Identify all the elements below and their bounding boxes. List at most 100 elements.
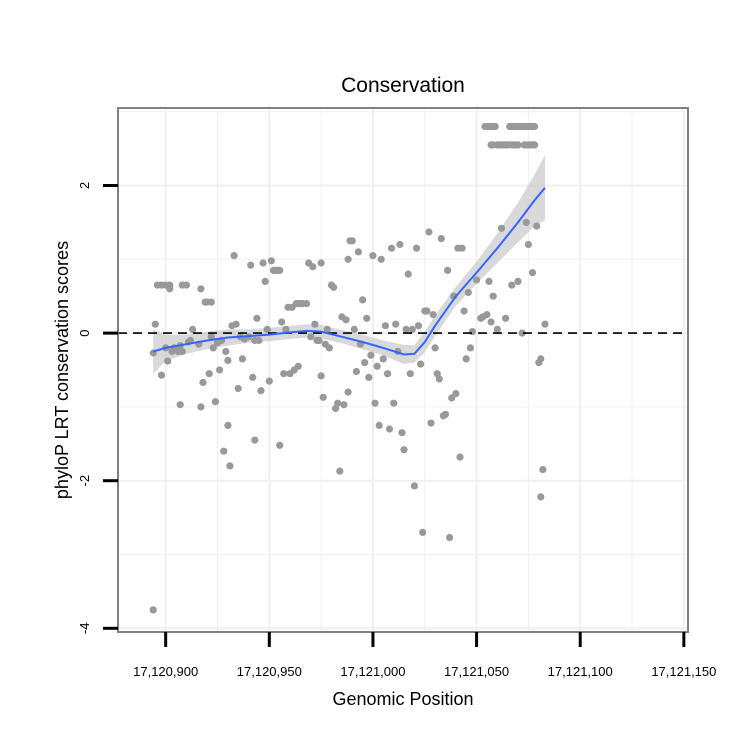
data-point [524, 240, 533, 249]
data-point [398, 429, 406, 437]
data-point [249, 373, 257, 381]
data-point [247, 261, 255, 269]
data-point [541, 320, 549, 328]
data-point [267, 257, 275, 265]
data-point [518, 329, 526, 337]
data-point [205, 370, 213, 378]
data-point [348, 237, 356, 245]
data-point [207, 333, 215, 341]
data-point [276, 441, 284, 449]
y-tick-label: -4 [77, 623, 92, 635]
x-tick-label: 17,121,150 [651, 664, 716, 679]
data-point [414, 322, 423, 330]
data-point [361, 359, 369, 367]
data-point [340, 401, 348, 409]
chart-title: Conservation [341, 74, 465, 97]
data-point [514, 141, 522, 149]
y-axis: -4 -2 0 2 [77, 182, 118, 634]
data-point [365, 373, 373, 381]
data-point [371, 399, 379, 407]
data-point [367, 351, 375, 359]
data-point [533, 222, 541, 230]
gridlines [118, 108, 688, 632]
data-point [460, 307, 468, 315]
data-point [317, 259, 325, 267]
data-point [458, 244, 466, 252]
smooth-fit-line [152, 187, 546, 356]
data-point [280, 370, 288, 378]
data-point [485, 277, 493, 285]
data-point [230, 252, 238, 260]
data-point [423, 307, 431, 315]
data-point [350, 325, 358, 333]
data-point [282, 325, 290, 333]
data-point [253, 314, 261, 322]
data-point [257, 387, 265, 395]
data-point [354, 248, 362, 256]
scatter-points [149, 122, 549, 614]
data-point [537, 493, 545, 501]
data-point [446, 533, 454, 542]
data-point [427, 419, 435, 427]
confidence-ribbon [153, 155, 545, 374]
data-point [261, 277, 269, 285]
data-point [466, 344, 474, 352]
data-point [452, 390, 460, 398]
data-point [487, 318, 495, 326]
data-point [263, 325, 271, 333]
data-point [197, 285, 205, 293]
data-point [385, 425, 394, 433]
data-point [528, 269, 537, 277]
data-point [441, 410, 450, 418]
y-tick-label: -2 [77, 475, 92, 487]
y-tick-label: 0 [77, 329, 92, 336]
data-point [408, 325, 416, 333]
data-point [224, 356, 232, 364]
y-axis-label: phyloP LRT conservation scores [52, 241, 72, 499]
data-point [431, 344, 439, 352]
data-point [491, 122, 499, 131]
data-point [344, 388, 352, 396]
data-point [199, 378, 207, 387]
data-point [251, 436, 259, 444]
data-point [166, 281, 174, 289]
panel-border [117, 107, 689, 633]
data-point [352, 367, 360, 376]
data-point [531, 141, 539, 149]
data-point [483, 311, 491, 319]
data-point [294, 362, 302, 370]
data-point [157, 371, 166, 379]
data-point [444, 266, 452, 274]
x-axis-label: Genomic Position [332, 689, 473, 709]
data-point [319, 393, 327, 401]
data-point [377, 255, 385, 263]
data-point [325, 344, 333, 352]
data-point [400, 446, 408, 454]
data-point [396, 240, 404, 249]
y-tick-label: 2 [77, 182, 92, 189]
data-point [222, 347, 230, 356]
data-point [234, 384, 242, 393]
data-point [406, 370, 414, 378]
data-point [489, 292, 497, 300]
data-point [226, 462, 234, 470]
data-point [178, 347, 186, 356]
data-point [379, 355, 387, 363]
data-point [462, 355, 470, 363]
data-point [278, 318, 286, 326]
x-axis: 17,120,900 17,120,950 17,121,000 17,121,050… [133, 632, 716, 679]
data-point [336, 467, 344, 475]
data-point [323, 325, 331, 333]
data-point [224, 421, 232, 429]
x-tick-label: 17,120,950 [237, 664, 302, 679]
data-point [514, 277, 522, 285]
data-point [456, 453, 464, 461]
data-point [330, 283, 338, 291]
data-point [276, 266, 284, 274]
data-point [419, 528, 427, 537]
data-point [265, 377, 273, 385]
data-point [197, 403, 205, 411]
data-point [392, 320, 400, 328]
